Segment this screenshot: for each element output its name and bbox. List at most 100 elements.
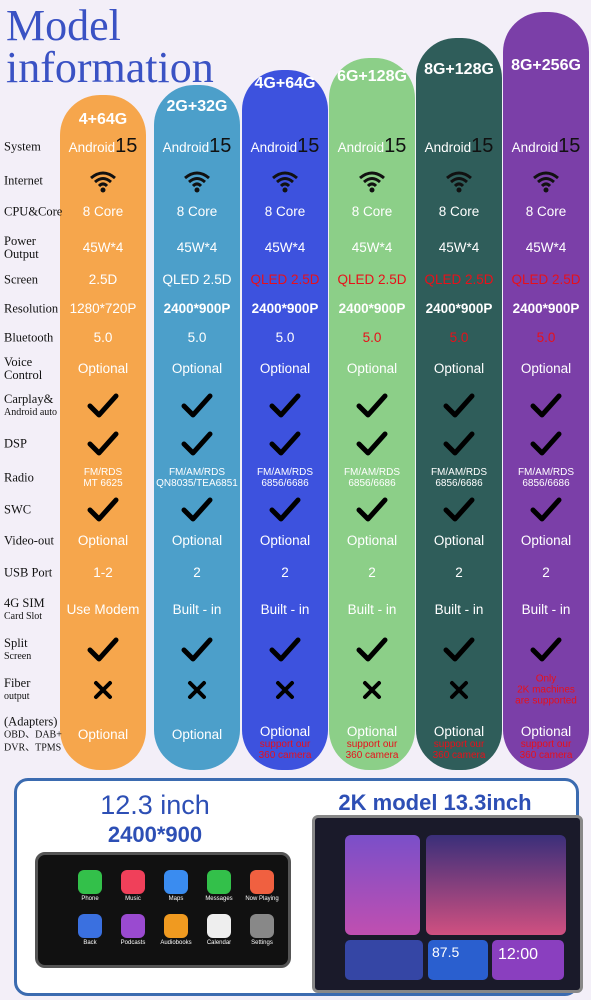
check-icon: [181, 431, 213, 456]
cell: 5.0: [275, 330, 295, 345]
cell: Android15: [241, 136, 329, 156]
radio-widget: 87.5: [428, 940, 488, 980]
cell: QLED 2.5D: [511, 272, 581, 287]
cell: Optional: [346, 533, 398, 548]
cell-line: Optional: [520, 724, 572, 739]
row-label-line: Android auto: [4, 407, 58, 418]
left-subtitle: 2400*900: [107, 822, 203, 847]
check-icon: [87, 497, 119, 522]
row-label-line: Split: [4, 636, 28, 650]
left-title: 12.3 inch: [100, 790, 210, 820]
cell: 2: [455, 565, 463, 580]
row-label-line: USB Port: [4, 565, 53, 580]
cross-icon: [363, 681, 381, 699]
row-label-line: 4G SIM: [4, 596, 45, 610]
check-icon: [530, 431, 562, 456]
app-icon: [78, 914, 102, 938]
cell: Android15: [502, 136, 590, 156]
cross-icon: [450, 681, 468, 699]
cell-line: 2K machines: [517, 684, 575, 696]
device-left: [35, 852, 291, 968]
cell: 2400*900P: [251, 301, 319, 316]
system-version: 15: [297, 135, 320, 157]
cell: Android15: [328, 136, 416, 156]
row-label-line: Fiber: [4, 676, 31, 690]
cell: FM/RDS MT 6625: [59, 467, 147, 489]
cell: Android15: [59, 136, 147, 156]
row-label-line: Resolution: [4, 301, 59, 316]
cell: Built - in: [347, 602, 397, 617]
cell: Optional: [77, 533, 129, 548]
row-label-line: Bluetooth: [4, 330, 54, 345]
cell-line: Optional: [433, 724, 485, 739]
column-header: 4G+64G: [254, 75, 316, 92]
title-line: Model: [6, 1, 121, 50]
cell: 45W*4: [525, 240, 567, 255]
app-icon: [164, 870, 188, 894]
cell: Optional support our 360 camera: [502, 724, 590, 762]
column-header: 8G+256G: [511, 57, 581, 74]
cell-line: 6856/6686: [348, 478, 396, 489]
cell: Optional: [433, 361, 485, 376]
column-header: 4+64G: [78, 111, 128, 128]
cell: 2: [193, 565, 201, 580]
cell: 5.0: [187, 330, 207, 345]
system-version: 15: [558, 135, 581, 157]
cell-line: 360 camera: [258, 750, 312, 761]
cell: 2400*900P: [163, 301, 231, 316]
row-label: Radio: [4, 471, 70, 485]
cell-line: Optional: [259, 724, 311, 739]
cell-line: FM/AM/RDS: [343, 467, 401, 478]
cell: 2400*900P: [425, 301, 493, 316]
app-label: Maps: [168, 896, 184, 902]
row-label-line: DSP: [4, 436, 27, 451]
app-label: Phone: [81, 896, 99, 902]
row-label-line: Internet: [4, 173, 43, 188]
cell: 1-2: [93, 565, 113, 580]
clock-widget: 12:00: [492, 940, 564, 980]
cell-line: Only: [535, 673, 557, 685]
check-icon: [530, 393, 562, 418]
app-icon: [207, 870, 231, 894]
cell: 8 Core: [82, 204, 124, 219]
cell: Optional: [259, 361, 311, 376]
check-icon: [356, 393, 388, 418]
row-label-line: Voice: [4, 355, 33, 369]
cell: Optional: [171, 361, 223, 376]
column-pill: [416, 38, 502, 770]
row-label-line: CPU&Core: [4, 204, 63, 219]
check-icon: [443, 431, 475, 456]
app-label: Music: [125, 896, 141, 902]
app-icon: [207, 914, 231, 938]
cell: 8 Core: [176, 204, 218, 219]
row-label-line: output: [4, 691, 30, 702]
cell: Optional support our 360 camera: [328, 724, 416, 762]
cell-line: MT 6625: [83, 478, 123, 489]
check-icon: [269, 637, 301, 662]
cell: Built - in: [260, 602, 310, 617]
cell-line: Optional: [346, 724, 398, 739]
row-label-line: Power: [4, 234, 36, 248]
row-label-line: (Adapters): [4, 714, 58, 729]
cell-line: support our: [346, 739, 398, 750]
cell-line: FM/AM/RDS: [168, 467, 226, 478]
check-icon: [356, 497, 388, 522]
row-label-line: Screen: [4, 272, 39, 287]
row-label-line: System: [4, 139, 41, 154]
check-icon: [87, 431, 119, 456]
cell: Optional: [520, 361, 572, 376]
screen-car: [426, 835, 566, 935]
row-label-line: Output: [4, 247, 39, 261]
row-label-line: Video-out: [4, 533, 54, 548]
cell: Android15: [153, 136, 241, 156]
check-icon: [443, 393, 475, 418]
app-icon: [78, 870, 102, 894]
row-label: 4G SIM Card Slot: [4, 597, 70, 623]
row-label-line: SWC: [4, 502, 32, 517]
wifi-icon: [359, 171, 385, 193]
cell: 2.5D: [88, 272, 118, 287]
check-icon: [87, 637, 119, 662]
cell-line: 360 camera: [345, 750, 399, 761]
system-version: 15: [471, 135, 494, 157]
